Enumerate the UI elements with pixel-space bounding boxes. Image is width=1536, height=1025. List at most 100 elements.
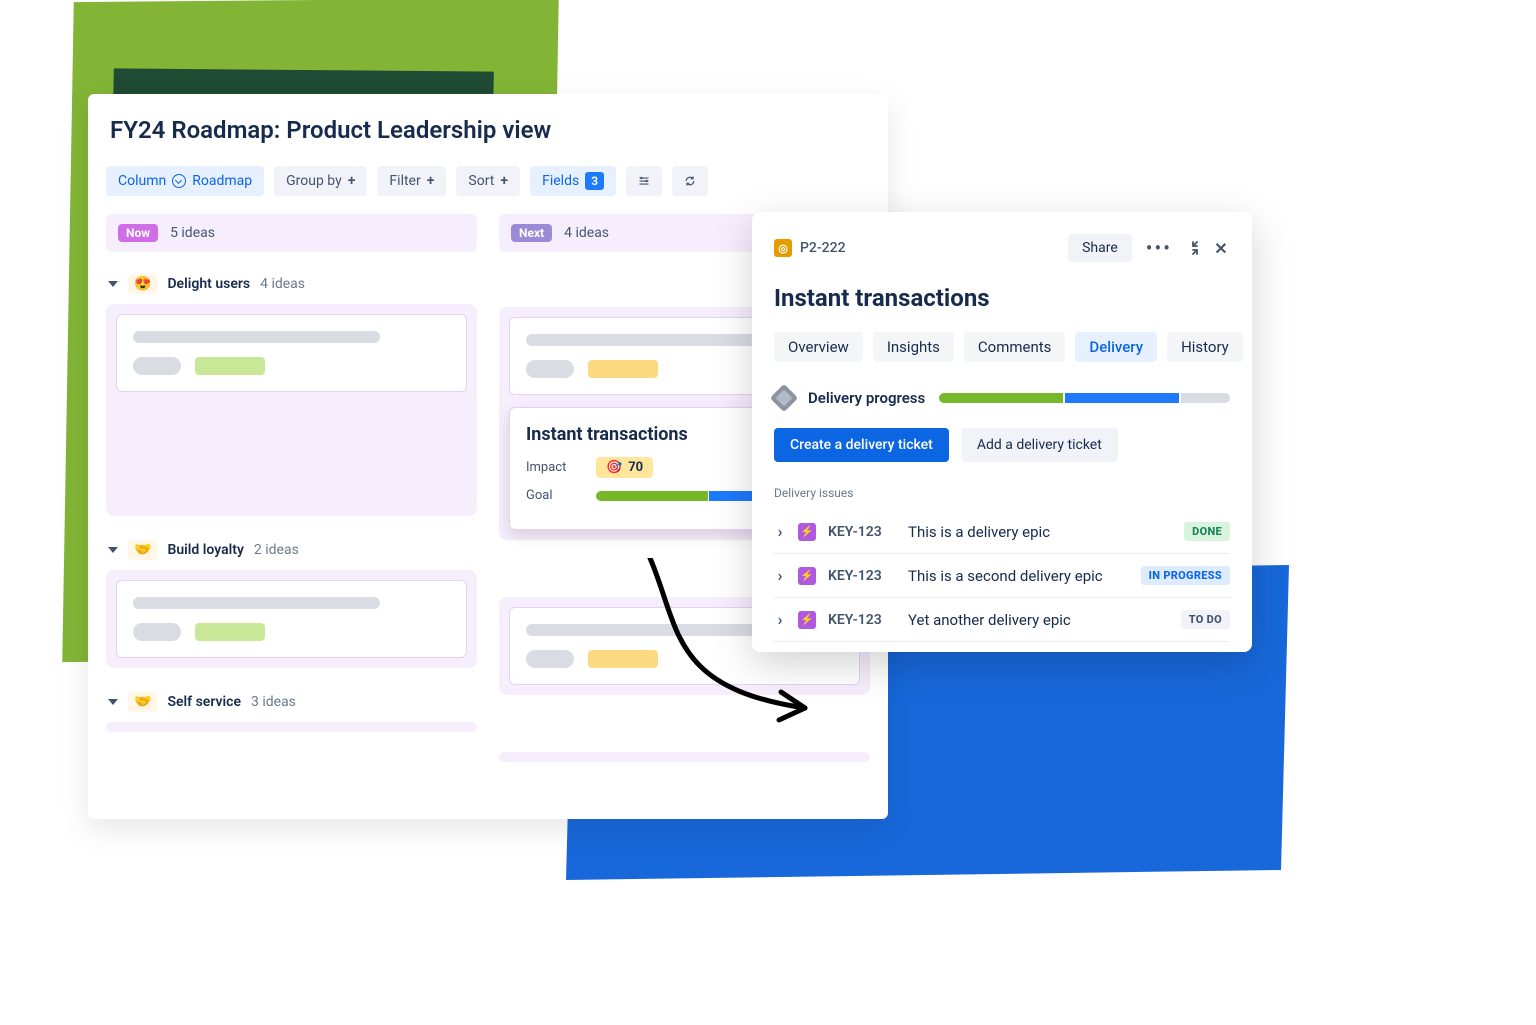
plus-icon: + <box>427 173 435 189</box>
share-button[interactable]: Share <box>1068 234 1132 262</box>
sort-selector[interactable]: Sort + <box>456 166 520 196</box>
status-badge[interactable]: IN PROGRESS <box>1141 566 1230 585</box>
column-now: Now 5 ideas 😍 Delight users 4 ideas <box>106 214 477 780</box>
placeholder-pill <box>526 360 574 378</box>
placeholder-line <box>133 597 380 609</box>
delivery-issues-list: › ⚡ KEY-123 This is a delivery epic DONE › ⚡ KE… <box>774 510 1230 642</box>
issue-key[interactable]: KEY-123 <box>828 524 896 540</box>
sort-label: Sort <box>468 173 494 189</box>
target-icon: 🎯 <box>606 460 622 475</box>
plus-icon: + <box>348 173 356 189</box>
delivery-issue-row[interactable]: ›⚡KEY-123Yet another delivery epicTO DO <box>774 598 1230 642</box>
refresh-button[interactable] <box>672 166 708 196</box>
column-tag: Now <box>118 224 158 242</box>
card-zone <box>106 722 477 732</box>
minimize-icon[interactable] <box>1186 239 1204 257</box>
goal-progress-bar <box>596 491 776 501</box>
diamond-icon <box>770 384 798 412</box>
placeholder-pill-yellow <box>588 650 658 668</box>
idea-card[interactable] <box>116 314 467 392</box>
column-label: Column <box>118 173 166 189</box>
group-count: 3 ideas <box>251 694 296 710</box>
placeholder-pill <box>133 357 181 375</box>
column-selector[interactable]: Column Roadmap <box>106 166 264 196</box>
delivery-issue-row[interactable]: › ⚡ KEY-123 This is a delivery epic DONE <box>774 510 1230 554</box>
refresh-icon <box>684 173 696 189</box>
placeholder-pill-green <box>195 357 265 375</box>
filter-selector[interactable]: Filter + <box>377 166 446 196</box>
chevron-down-icon <box>108 281 118 287</box>
tab-insights[interactable]: Insights <box>873 332 954 362</box>
tab-overview[interactable]: Overview <box>774 332 863 362</box>
expand-icon[interactable]: › <box>774 566 786 585</box>
tab-comments[interactable]: Comments <box>964 332 1066 362</box>
placeholder-pill-yellow <box>588 360 658 378</box>
impact-badge: 🎯 70 <box>596 457 653 478</box>
fields-selector[interactable]: Fields 3 <box>530 166 616 196</box>
group-emoji: 🤝 <box>128 692 157 712</box>
issue-detail-panel: ◎ P2-222 Share ••• ✕ Instant transaction… <box>752 212 1252 652</box>
delivery-issue-row[interactable]: ›⚡KEY-123This is a second delivery epicI… <box>774 554 1230 598</box>
idea-card[interactable] <box>116 580 467 658</box>
groupby-selector[interactable]: Group by + <box>274 166 367 196</box>
chevron-down-icon <box>108 699 118 705</box>
tab-history[interactable]: History <box>1167 332 1243 362</box>
status-badge[interactable]: TO DO <box>1181 610 1230 629</box>
fields-count-badge: 3 <box>585 172 604 190</box>
column-value: Roadmap <box>192 173 252 189</box>
group-header-delight[interactable]: 😍 Delight users 4 ideas <box>106 268 477 304</box>
sliders-icon <box>638 173 650 189</box>
detail-tabs: OverviewInsightsCommentsDeliveryHistory <box>774 332 1230 362</box>
issue-key[interactable]: P2-222 <box>800 240 846 256</box>
more-actions-button[interactable]: ••• <box>1140 241 1178 255</box>
placeholder-pill <box>526 650 574 668</box>
plus-icon: + <box>500 173 508 189</box>
group-emoji: 😍 <box>128 274 157 294</box>
delivery-progress-label: Delivery progress <box>808 389 925 407</box>
add-delivery-ticket-button[interactable]: Add a delivery ticket <box>961 428 1118 462</box>
column-count: 5 ideas <box>170 225 215 241</box>
create-delivery-ticket-button[interactable]: Create a delivery ticket <box>774 428 949 462</box>
issue-type-icon: ◎ <box>774 239 792 257</box>
page-title: FY24 Roadmap: Product Leadership view <box>106 116 870 144</box>
detail-header: ◎ P2-222 Share ••• ✕ <box>774 234 1230 262</box>
placeholder-line <box>526 334 773 346</box>
group-header-self-service[interactable]: 🤝 Self service 3 ideas <box>106 686 477 722</box>
placeholder-pill <box>133 623 181 641</box>
card-zone <box>499 752 870 762</box>
filter-label: Filter <box>389 173 420 189</box>
column-settings-button[interactable] <box>626 166 662 196</box>
delivery-issues-heading: Delivery issues <box>774 486 1230 500</box>
group-header-loyalty[interactable]: 🤝 Build loyalty 2 ideas <box>106 534 477 570</box>
chevron-down-icon <box>172 174 186 188</box>
column-header-now[interactable]: Now 5 ideas <box>106 214 477 252</box>
impact-label: Impact <box>526 460 596 475</box>
placeholder-line <box>133 331 380 343</box>
issue-key[interactable]: KEY-123 <box>828 612 896 628</box>
fields-label: Fields <box>542 173 579 189</box>
status-badge[interactable]: DONE <box>1184 522 1230 541</box>
column-count: 4 ideas <box>564 225 609 241</box>
group-name: Self service <box>167 694 241 710</box>
card-zone <box>106 304 477 516</box>
card-zone <box>106 570 477 668</box>
expand-icon[interactable]: › <box>774 610 786 629</box>
group-count: 2 ideas <box>254 542 299 558</box>
expand-icon[interactable]: › <box>774 522 786 541</box>
issue-title: This is a delivery epic <box>908 523 1172 541</box>
epic-icon: ⚡ <box>798 523 816 541</box>
delivery-cta-row: Create a delivery ticket Add a delivery … <box>774 428 1230 462</box>
chevron-down-icon <box>108 547 118 553</box>
placeholder-pill-green <box>195 623 265 641</box>
groupby-label: Group by <box>286 173 342 189</box>
column-tag: Next <box>511 224 552 242</box>
issue-key[interactable]: KEY-123 <box>828 568 896 584</box>
group-count: 4 ideas <box>260 276 305 292</box>
group-emoji: 🤝 <box>128 540 157 560</box>
close-icon[interactable]: ✕ <box>1212 239 1230 257</box>
issue-title: Yet another delivery epic <box>908 611 1169 629</box>
delivery-progress-row: Delivery progress <box>774 388 1230 408</box>
delivery-progress-bar <box>939 393 1230 403</box>
epic-icon: ⚡ <box>798 567 816 585</box>
tab-delivery[interactable]: Delivery <box>1075 332 1157 362</box>
